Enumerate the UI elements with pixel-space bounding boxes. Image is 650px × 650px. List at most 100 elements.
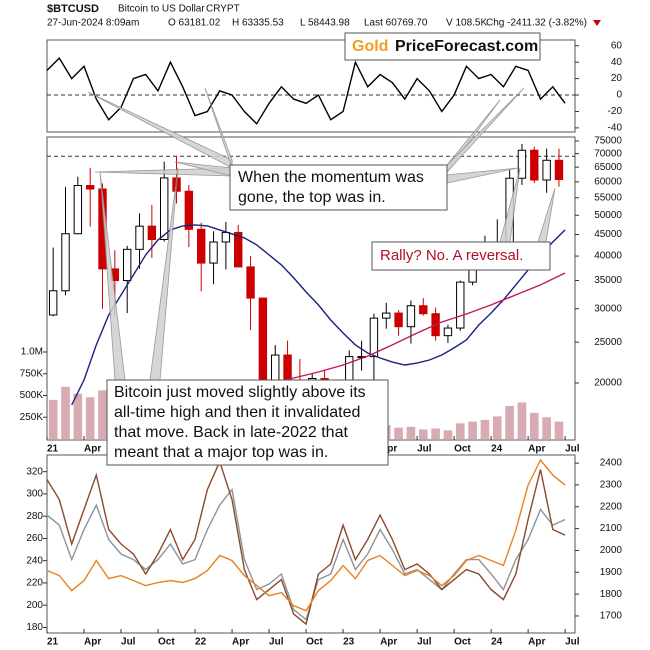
y-tick-label: 40 (611, 57, 623, 68)
y-tick-label: 2000 (600, 545, 623, 556)
candle-body (530, 149, 539, 181)
change-info: Chg -2411.32 (-3.82%) (486, 18, 587, 29)
candle-body (419, 305, 428, 315)
volume-bar (505, 405, 514, 439)
exchange: CRYPT (206, 4, 240, 15)
momentum-layer: 60 40 20 0 -20 -40 (46, 40, 623, 134)
low-price: L 58443.98 (300, 18, 350, 29)
candle-body (406, 305, 416, 328)
annotation-box (229, 164, 448, 211)
y-tick-label: 60000 (594, 176, 622, 187)
volume-bar (406, 426, 416, 439)
x-tick-label: Oct (306, 637, 323, 648)
x-tick-label: Apr (232, 637, 249, 648)
y-tick-label: 55000 (594, 192, 622, 203)
volume-bar (98, 390, 107, 439)
x-tick-label: 22 (195, 637, 207, 648)
volume-info: V 108.5K (446, 18, 487, 29)
candle-body (443, 327, 453, 337)
y-tick-label: 180 (26, 622, 43, 633)
y-tick-label: 30000 (594, 303, 622, 314)
logo-site: PriceForecast.com (395, 38, 538, 55)
volume-bar (455, 423, 465, 439)
series-line (71, 224, 566, 406)
x-tick-label: Jul (417, 444, 432, 455)
x-tick-label: Jul (121, 637, 136, 648)
y-tick-label: 260 (26, 533, 43, 544)
y-tick-label: 70000 (594, 148, 622, 159)
y-tick-label: 250K (20, 412, 44, 423)
series-line (46, 487, 566, 621)
open-price: O 63181.02 (168, 18, 221, 29)
candle-body (554, 159, 564, 181)
volume-bar (431, 428, 440, 439)
y-tick-label: 75000 (594, 136, 622, 147)
y-tick-label: 1800 (600, 589, 623, 600)
y-tick-label: 1900 (600, 567, 623, 578)
annotation-text: When the momentum was (238, 169, 424, 186)
y-tick-label: 0 (616, 90, 622, 101)
candle-body (517, 149, 527, 179)
x-tick-label: Apr (84, 637, 101, 648)
x-tick-label: Apr (528, 637, 545, 648)
volume-bar (542, 417, 551, 439)
y-tick-label: 500K (20, 390, 44, 401)
candle-body (48, 290, 58, 316)
candle-body (258, 297, 268, 385)
y-tick-label: 220 (26, 578, 43, 589)
volume-bar (554, 421, 564, 439)
y-tick-label: 280 (26, 511, 43, 522)
y-tick-label: 2200 (600, 501, 623, 512)
candle-body (542, 159, 551, 181)
y-tick-label: 20000 (594, 378, 622, 389)
y-tick-label: 2100 (600, 523, 623, 534)
last-price: Last 60769.70 (364, 18, 428, 29)
high-price: H 63335.53 (232, 18, 284, 29)
candle-body (209, 241, 218, 264)
candle-body (122, 248, 132, 282)
y-tick-label: 320 (26, 466, 43, 477)
y-tick-label: 1.0M (21, 347, 43, 358)
lower-layer: 320 300 280 260 240 220 200 180 2400 2300 2200 2100… (26, 458, 622, 648)
candle-body (456, 281, 465, 329)
volume-bar (73, 393, 83, 439)
x-tick-label: Apr (380, 637, 397, 648)
volume-bar (517, 402, 527, 439)
y-tick-label: 200 (26, 600, 43, 611)
y-tick-label: 50000 (594, 210, 622, 221)
candle-body (61, 233, 70, 292)
volume-bar (480, 419, 490, 439)
x-tick-label: Oct (454, 637, 471, 648)
volume-bar (394, 427, 403, 439)
volume-bar (492, 416, 502, 439)
momentum-panel (46, 39, 576, 133)
logo-gold: Gold (352, 38, 388, 55)
x-tick-label: 24 (491, 637, 503, 648)
y-tick-label: 35000 (594, 275, 622, 286)
candle-body (135, 225, 144, 250)
down-arrow (593, 20, 601, 26)
candle-body (197, 228, 206, 264)
candle-body (394, 312, 403, 328)
series-line (46, 56, 566, 125)
x-tick-label: Jul (565, 444, 580, 455)
annotation-box (106, 379, 389, 466)
volume-bar (61, 386, 70, 439)
candle-body (147, 225, 157, 240)
callout-wedge (204, 87, 233, 169)
annotation-text: Rally? No. A reversal. (380, 247, 523, 264)
logo-box (344, 32, 541, 61)
y-tick-label: 1700 (600, 611, 623, 622)
volume-bar (48, 399, 58, 439)
x-tick-label: Apr (528, 444, 545, 455)
y-tick-label: 45000 (594, 229, 622, 240)
symbol: $BTCUSD (47, 3, 99, 15)
annotation-text: that move. Back in late-2022 that (114, 424, 348, 441)
x-tick-label: Oct (454, 444, 471, 455)
x-tick-label: Jul (565, 637, 580, 648)
y-tick-label: 20 (611, 73, 623, 84)
y-tick-label: 2300 (600, 480, 623, 491)
volume-bar (443, 430, 453, 439)
x-tick-label: 21 (47, 444, 59, 455)
